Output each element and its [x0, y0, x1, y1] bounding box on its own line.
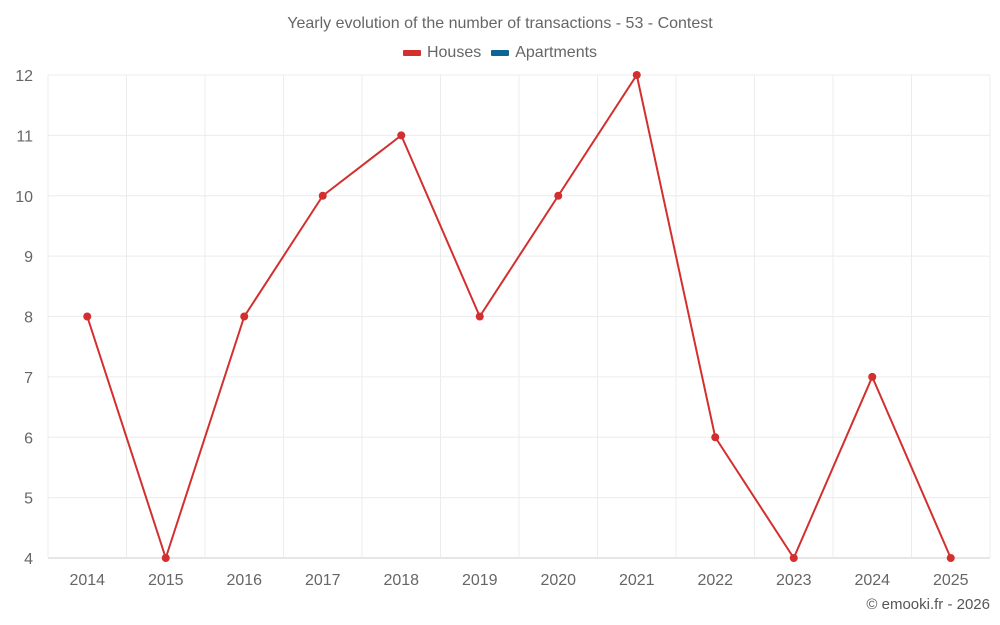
data-point[interactable]: [397, 131, 406, 140]
x-tick-label: 2014: [69, 572, 105, 589]
x-tick-label: 2016: [226, 572, 262, 589]
x-tick-label: 2017: [305, 572, 341, 589]
y-tick-labels: 4 5 6 7 8 9 10 11 12: [15, 68, 33, 568]
chart-title: Yearly evolution of the number of transa…: [287, 15, 713, 32]
data-point[interactable]: [475, 312, 484, 321]
y-tick-label: 12: [15, 68, 33, 85]
data-point[interactable]: [318, 191, 327, 200]
legend-item-apartments[interactable]: Apartments: [491, 44, 597, 62]
y-tick-label: 4: [24, 551, 33, 568]
data-point[interactable]: [868, 372, 877, 381]
legend-label-apartments: Apartments: [515, 44, 598, 61]
x-tick-label: 2015: [148, 572, 184, 589]
legend-label-houses: Houses: [426, 44, 482, 61]
y-tick-label: 9: [24, 249, 33, 266]
y-tick-label: 7: [24, 370, 33, 387]
data-point[interactable]: [789, 554, 798, 562]
x-tick-label: 2022: [697, 572, 733, 589]
series-line-houses: [86, 74, 952, 559]
x-tick-labels: 2014 2015 2016 2017 2018 2019 2020 2021 2022 2023…: [69, 572, 968, 589]
x-tick-label: 2024: [854, 572, 890, 589]
legend-swatch-houses: [402, 50, 421, 56]
data-point[interactable]: [240, 312, 249, 321]
y-tick-label: 8: [24, 310, 33, 327]
legend-item-houses[interactable]: Houses: [402, 44, 482, 62]
data-point[interactable]: [946, 554, 955, 562]
credit-text: © emooki.fr - 2026: [866, 596, 990, 613]
y-tick-label: 10: [15, 189, 33, 206]
x-tick-label: 2025: [933, 572, 969, 589]
y-tick-label: 11: [16, 128, 33, 145]
data-point[interactable]: [711, 433, 720, 442]
legend-swatch-apartments: [491, 50, 510, 56]
legend: Houses Apartments: [0, 44, 1000, 62]
series-layer: [83, 71, 955, 562]
y-tick-label: 5: [24, 491, 33, 508]
x-tick-label: 2018: [383, 572, 419, 589]
x-tick-label: 2023: [776, 572, 812, 589]
x-tick-label: 2020: [540, 572, 576, 589]
data-point[interactable]: [161, 554, 170, 562]
data-point[interactable]: [83, 312, 92, 321]
x-tick-label: 2019: [462, 572, 498, 589]
data-point[interactable]: [632, 71, 641, 79]
x-tick-label: 2021: [619, 572, 655, 589]
y-tick-label: 6: [24, 430, 33, 447]
data-point[interactable]: [554, 191, 563, 200]
